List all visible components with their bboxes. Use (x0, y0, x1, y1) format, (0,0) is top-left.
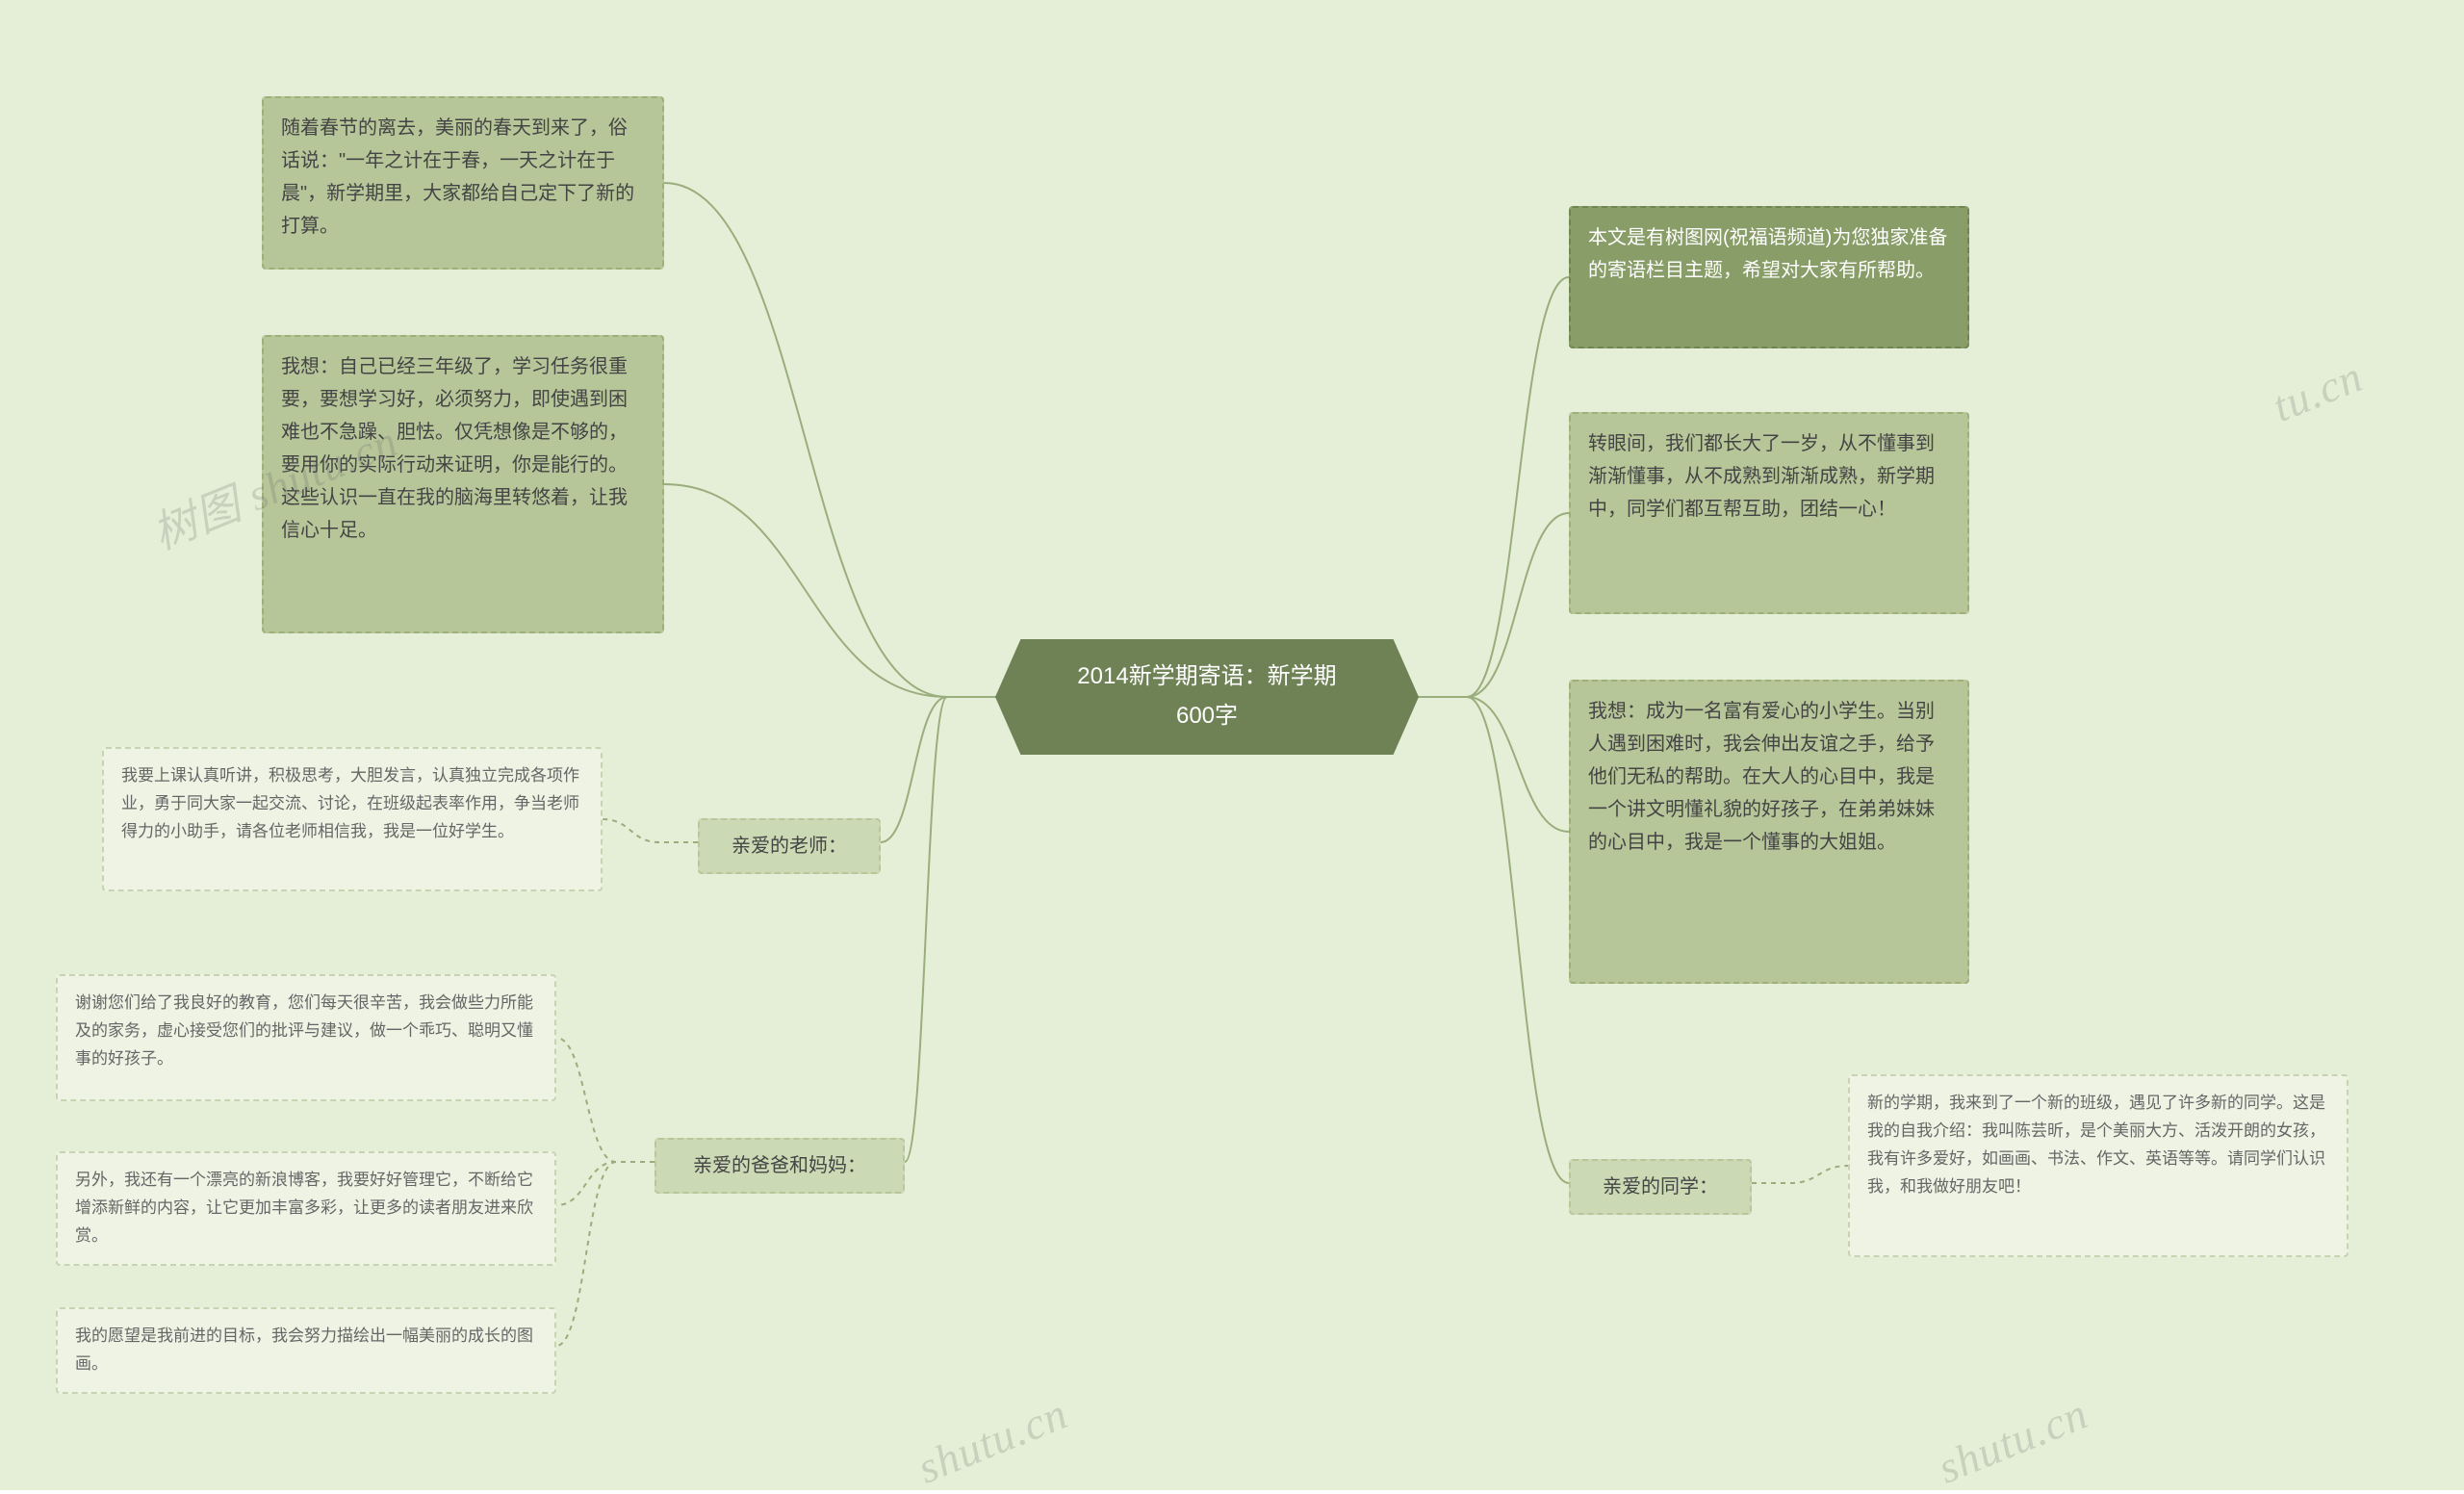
mindmap-canvas: 2014新学期寄语：新学期600字亲爱的老师： 亲爱的爸爸和妈妈： 亲爱的同学： 随着… (0, 0, 2464, 1490)
branch-b_parents: 亲爱的爸爸和妈妈： (654, 1138, 905, 1194)
center-node: 2014新学期寄语：新学期600字 (995, 639, 1419, 755)
watermark: shutu.cn (1931, 1387, 2095, 1493)
watermark: tu.cn (2266, 350, 2371, 432)
leaf-l6: 我的愿望是我前进的目标，我会努力描绘出一幅美丽的成长的图画。 (56, 1307, 556, 1394)
branch-b_teacher: 亲爱的老师： (698, 818, 881, 874)
leaf-r2: 转眼间，我们都长大了一岁，从不懂事到渐渐懂事，从不成熟到渐渐成熟，新学期中，同学… (1569, 412, 1969, 614)
branch-b_classmate: 亲爱的同学： (1569, 1159, 1752, 1215)
leaf-l2: 我想：自己已经三年级了，学习任务很重要，要想学习好，必须努力，即使遇到困难也不急… (262, 335, 664, 633)
leaf-l1: 随着春节的离去，美丽的春天到来了，俗话说："一年之计在于春，一天之计在于晨"，新… (262, 96, 664, 270)
leaf-r1: 本文是有树图网(祝福语频道)为您独家准备的寄语栏目主题，希望对大家有所帮助。 (1569, 206, 1969, 348)
watermark: shutu.cn (911, 1387, 1075, 1493)
leaf-l3: 我要上课认真听讲，积极思考，大胆发言，认真独立完成各项作业，勇于同大家一起交流、… (102, 747, 603, 891)
leaf-r4: 新的学期，我来到了一个新的班级，遇见了许多新的同学。这是我的自我介绍：我叫陈芸昕… (1848, 1074, 2348, 1257)
leaf-l4: 谢谢您们给了我良好的教育，您们每天很辛苦，我会做些力所能及的家务，虚心接受您们的… (56, 974, 556, 1101)
leaf-l5: 另外，我还有一个漂亮的新浪博客，我要好好管理它，不断给它增添新鲜的内容，让它更加… (56, 1151, 556, 1266)
leaf-r3: 我想：成为一名富有爱心的小学生。当别人遇到困难时，我会伸出友谊之手，给予他们无私… (1569, 680, 1969, 984)
